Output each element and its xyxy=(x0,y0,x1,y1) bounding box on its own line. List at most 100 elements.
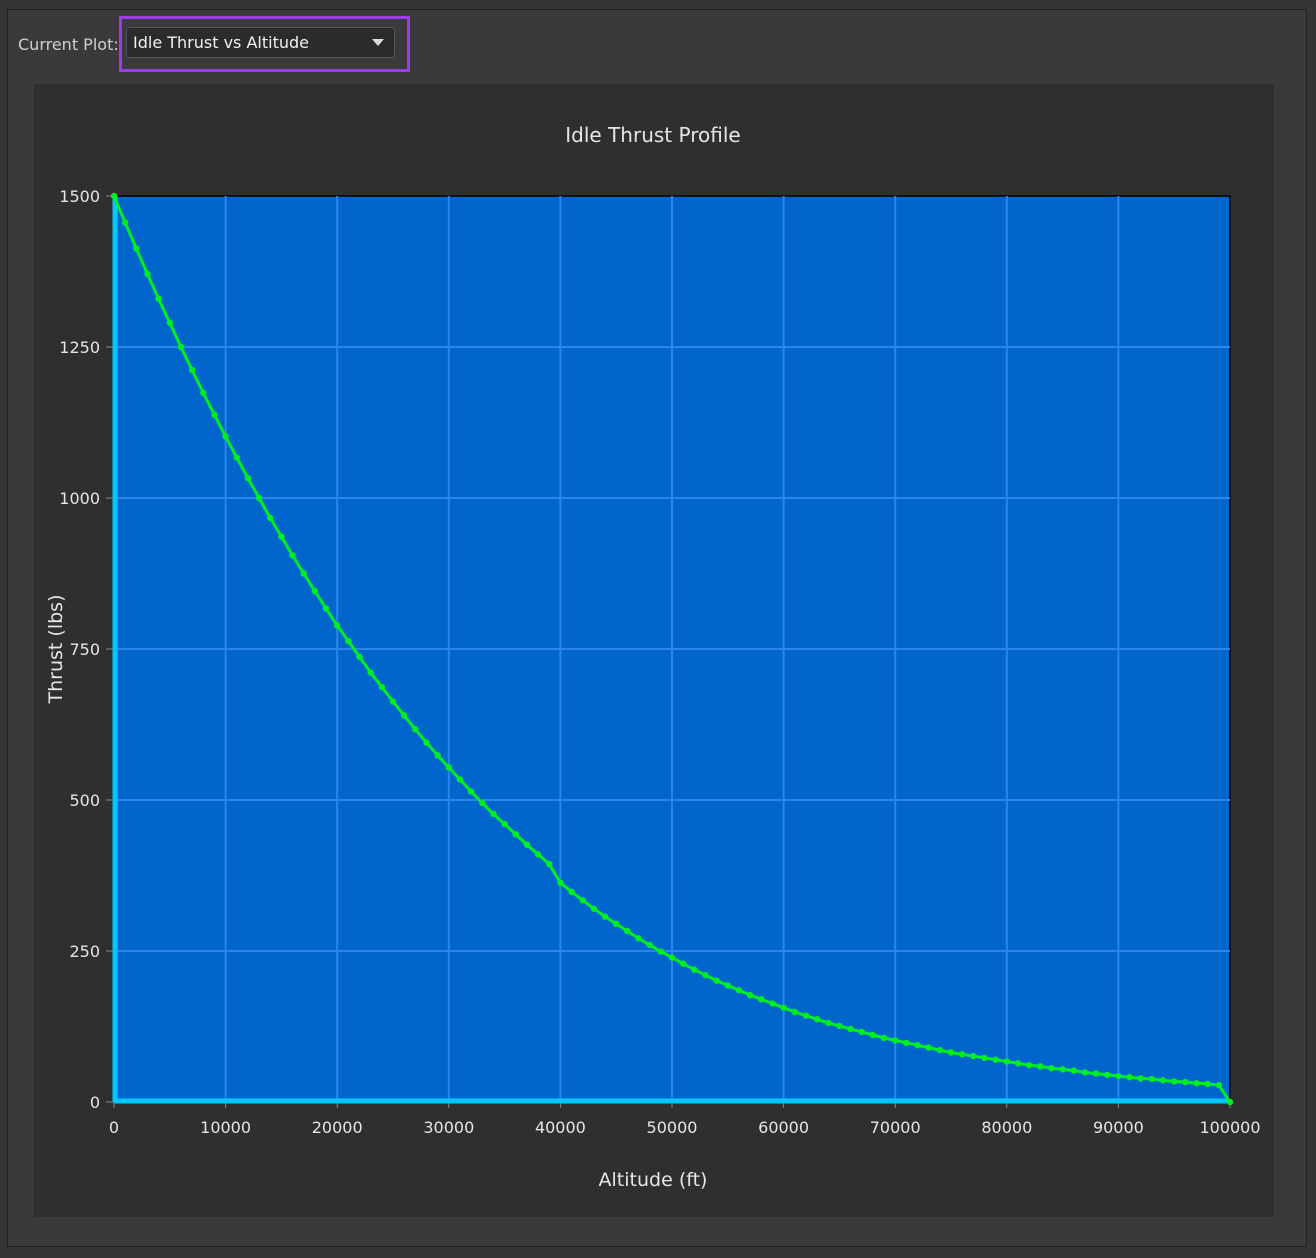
data-point xyxy=(958,1051,966,1058)
current-plot-dropdown[interactable]: Idle Thrust vs Altitude xyxy=(126,27,395,58)
chart-svg: Idle Thrust Profile 0 10000 20000 30000 4000… xyxy=(45,123,1261,1191)
chevron-down-icon[interactable] xyxy=(372,39,384,46)
y-tick-label: 250 xyxy=(69,942,100,961)
data-point xyxy=(892,1037,899,1044)
data-point xyxy=(624,927,631,935)
data-point xyxy=(1126,1074,1133,1081)
data-point xyxy=(970,1052,977,1060)
data-point xyxy=(1115,1072,1122,1080)
x-tick-label: 40000 xyxy=(535,1118,586,1137)
data-point xyxy=(590,905,598,912)
x-tick-label: 70000 xyxy=(870,1118,921,1137)
data-point xyxy=(389,698,397,705)
data-point xyxy=(1204,1080,1211,1088)
data-point xyxy=(869,1031,877,1039)
x-axis-label: Altitude (ft) xyxy=(599,1169,708,1191)
data-point xyxy=(903,1039,910,1047)
y-tick-label: 1500 xyxy=(59,187,100,206)
data-point xyxy=(657,948,665,955)
data-point xyxy=(847,1025,854,1033)
data-point xyxy=(1215,1081,1223,1089)
current-plot-value: Idle Thrust vs Altitude xyxy=(133,33,309,52)
data-point xyxy=(1081,1069,1089,1076)
plot-panel: Idle Thrust Profile 0 10000 20000 30000 4000… xyxy=(34,84,1274,1217)
x-tick-label: 10000 xyxy=(200,1118,251,1137)
data-point xyxy=(1104,1071,1111,1079)
data-point xyxy=(1137,1075,1144,1082)
data-point xyxy=(1025,1061,1033,1069)
data-point xyxy=(836,1022,843,1030)
data-point xyxy=(613,920,620,928)
data-point xyxy=(222,433,229,440)
data-point xyxy=(992,1056,999,1063)
data-point xyxy=(813,1016,821,1023)
x-tick-label: 60000 xyxy=(758,1118,809,1137)
data-point xyxy=(635,935,642,942)
data-point xyxy=(1014,1060,1022,1067)
data-point xyxy=(936,1046,944,1054)
data-point xyxy=(512,831,519,838)
data-point xyxy=(289,552,296,559)
plot-selector-row: Current Plot: xyxy=(18,26,131,62)
y-tick-label: 0 xyxy=(90,1093,100,1112)
data-point xyxy=(233,454,240,461)
data-point xyxy=(802,1012,810,1019)
data-point xyxy=(133,245,140,252)
data-point xyxy=(1048,1064,1055,1072)
data-point xyxy=(166,319,173,327)
x-tick-label: 80000 xyxy=(981,1118,1032,1137)
combo-highlight-box xyxy=(119,16,410,72)
axes xyxy=(106,195,1231,1108)
data-point xyxy=(534,851,542,858)
data-point xyxy=(981,1054,988,1062)
data-point xyxy=(188,366,196,374)
x-tick-label: 90000 xyxy=(1093,1118,1144,1137)
data-point xyxy=(267,514,274,522)
x-tick-label: 20000 xyxy=(312,1118,363,1137)
data-point xyxy=(322,605,330,612)
data-point xyxy=(244,474,252,482)
data-point xyxy=(557,879,564,886)
data-point xyxy=(825,1019,832,1027)
data-point xyxy=(523,841,531,848)
data-point xyxy=(311,587,319,595)
data-point xyxy=(1037,1063,1044,1070)
data-point xyxy=(691,966,698,973)
data-point xyxy=(1003,1058,1010,1065)
data-point xyxy=(858,1028,865,1036)
data-point xyxy=(356,653,363,661)
data-point xyxy=(456,776,464,783)
data-point xyxy=(211,411,218,418)
y-tick-label: 1250 xyxy=(59,338,100,357)
data-point xyxy=(155,295,162,302)
data-point xyxy=(1159,1077,1167,1084)
y-tick-label: 1000 xyxy=(59,489,100,508)
data-point xyxy=(121,219,129,226)
data-point xyxy=(724,982,731,989)
data-point xyxy=(601,913,609,920)
data-point xyxy=(378,683,386,691)
data-point xyxy=(200,389,207,397)
data-point xyxy=(334,622,341,629)
data-point xyxy=(746,991,754,999)
data-point xyxy=(947,1049,955,1056)
grid-lines xyxy=(114,196,1230,1102)
data-point xyxy=(1059,1066,1066,1073)
data-point xyxy=(702,971,709,979)
data-point xyxy=(412,726,419,733)
data-point xyxy=(735,987,743,994)
data-point xyxy=(1148,1075,1156,1083)
y-tick-label: 750 xyxy=(69,640,100,659)
data-point xyxy=(1171,1078,1178,1085)
data-point xyxy=(679,960,687,967)
data-point xyxy=(434,752,441,759)
data-point xyxy=(914,1042,921,1049)
chart-title: Idle Thrust Profile xyxy=(565,123,740,147)
data-point xyxy=(110,192,118,200)
data-point xyxy=(1092,1070,1100,1077)
y-tick-label: 500 xyxy=(69,791,100,810)
x-tick-label: 0 xyxy=(109,1118,119,1137)
x-tick-labels: 0 10000 20000 30000 40000 50000 60000 70000 8000… xyxy=(109,1118,1261,1137)
data-point xyxy=(345,637,352,645)
